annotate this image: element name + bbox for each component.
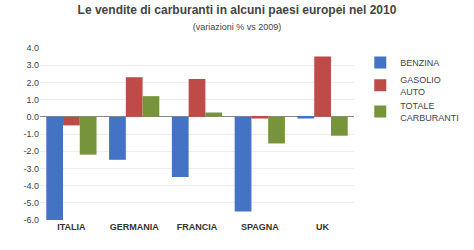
svg-text:SPAGNA: SPAGNA	[241, 222, 279, 232]
svg-text:Le vendite di carburanti in al: Le vendite di carburanti in alcuni paesi…	[78, 3, 397, 32]
svg-text:-3.0: -3.0	[23, 164, 39, 174]
svg-text:GASOLIOAUTO: GASOLIOAUTO	[400, 75, 441, 97]
svg-text:0.0: 0.0	[26, 112, 39, 122]
svg-text:TOTALECARBURANTI: TOTALECARBURANTI	[400, 101, 459, 123]
svg-text:3.0: 3.0	[26, 60, 39, 70]
svg-text:GERMANIA: GERMANIA	[110, 222, 159, 232]
svg-text:ITALIA: ITALIA	[57, 222, 86, 232]
svg-text:-5.0: -5.0	[23, 198, 39, 208]
svg-text:FRANCIA: FRANCIA	[177, 222, 218, 232]
svg-text:-6.0: -6.0	[23, 215, 39, 225]
svg-text:4.0: 4.0	[26, 43, 39, 53]
svg-text:-2.0: -2.0	[23, 146, 39, 156]
svg-text:2.0: 2.0	[26, 78, 39, 88]
svg-text:UK: UK	[316, 222, 329, 232]
svg-text:1.0: 1.0	[26, 95, 39, 105]
svg-text:BENZINA: BENZINA	[400, 58, 439, 68]
svg-text:-4.0: -4.0	[23, 181, 39, 191]
svg-text:-1.0: -1.0	[23, 129, 39, 139]
